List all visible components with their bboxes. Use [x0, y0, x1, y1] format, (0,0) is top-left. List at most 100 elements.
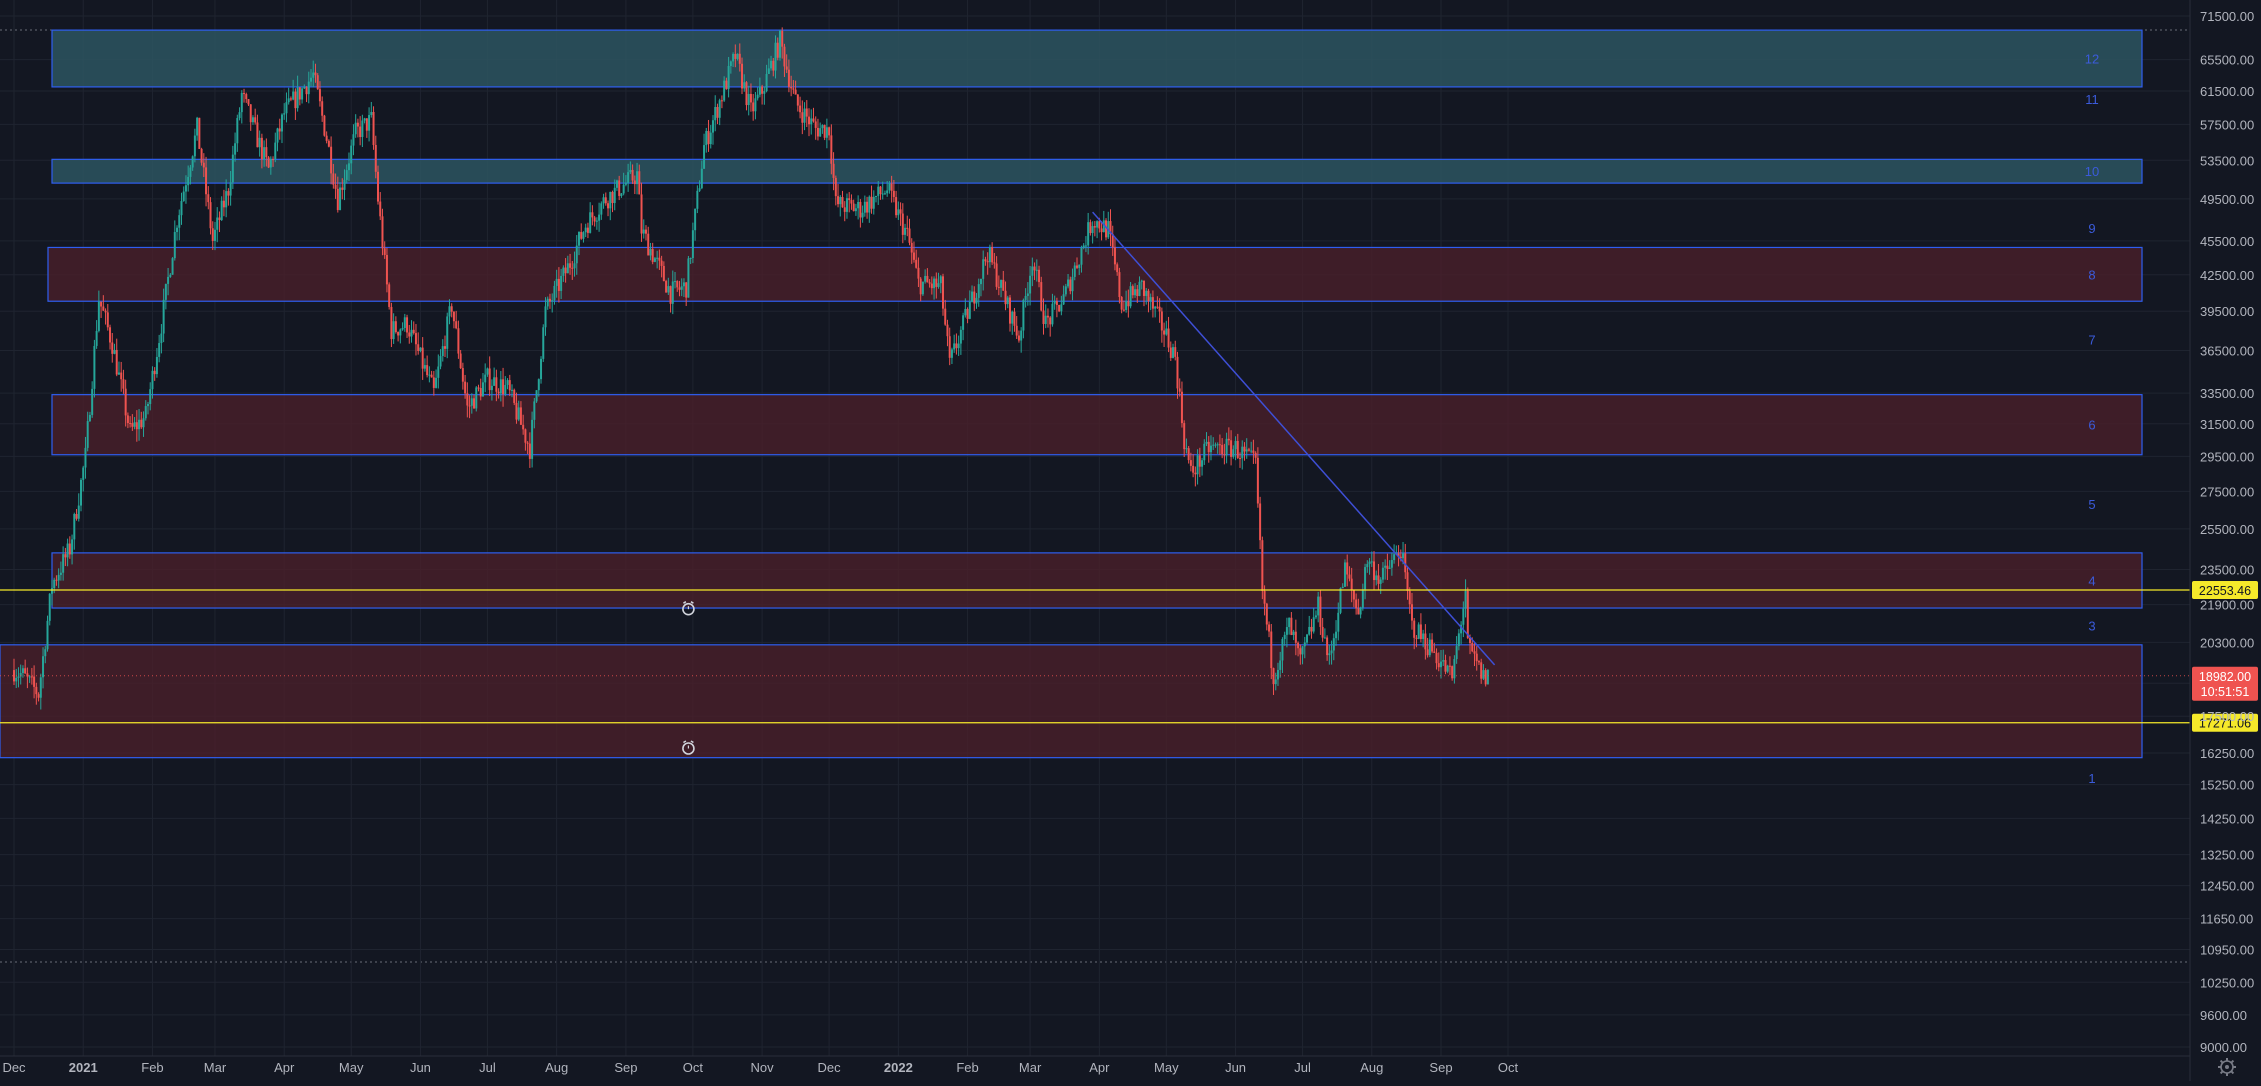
- candle-body: [828, 127, 831, 136]
- candle: [39, 673, 42, 710]
- candle: [658, 249, 661, 270]
- candle-body: [1093, 226, 1096, 228]
- candle-body: [709, 132, 712, 145]
- candle-body: [1435, 652, 1438, 664]
- candle: [167, 267, 170, 296]
- candle-body: [238, 112, 241, 119]
- candle: [904, 223, 907, 241]
- candle-body: [506, 380, 509, 385]
- candle: [1169, 341, 1172, 361]
- candle-body: [1127, 301, 1130, 307]
- candle-body: [1084, 245, 1087, 247]
- candle: [624, 175, 627, 187]
- candle: [316, 73, 319, 90]
- candle: [1455, 636, 1458, 664]
- zone-12-rect[interactable]: [51, 29, 2143, 88]
- alert-price-tag-2[interactable]: 17271.06: [2192, 713, 2258, 732]
- candle-body: [1194, 472, 1197, 475]
- candle-body: [629, 169, 632, 173]
- candle: [1239, 452, 1242, 468]
- price-axis[interactable]: 71500.00 65500.00 61500.00 57500.00 53500.00…: [2189, 0, 2258, 1081]
- candle-body: [1473, 651, 1476, 654]
- zone-8-rect[interactable]: [47, 246, 2143, 302]
- zone-base-rect[interactable]: [0, 644, 2143, 759]
- candle: [1230, 430, 1233, 466]
- time-axis[interactable]: Dec 2021 Feb Mar Apr May Jun Jul Aug Sep Oct Nov Dec…: [0, 1055, 2190, 1075]
- candle-body: [1397, 553, 1400, 557]
- candle: [1435, 648, 1438, 670]
- candle-body: [1399, 556, 1402, 559]
- candle-body: [651, 248, 654, 262]
- candle: [1105, 218, 1108, 241]
- candle-body: [17, 676, 20, 678]
- candle: [1142, 280, 1145, 307]
- candle-body: [589, 212, 592, 233]
- alert-price-tag-1[interactable]: 22553.46: [2192, 580, 2258, 599]
- candle-body: [674, 281, 677, 283]
- candle: [825, 118, 828, 149]
- candle: [1319, 590, 1322, 635]
- candle-body: [267, 157, 270, 168]
- candle-body: [1154, 306, 1157, 309]
- candle: [761, 84, 764, 105]
- alarm-clock-icon[interactable]: [682, 740, 695, 755]
- candle: [401, 322, 404, 331]
- candle-body: [1209, 445, 1212, 453]
- candle: [62, 546, 65, 581]
- candle-body: [343, 179, 346, 190]
- candle: [515, 392, 518, 424]
- candle-body: [461, 368, 464, 382]
- candle-body: [428, 374, 431, 376]
- candle: [1381, 562, 1384, 583]
- candle: [1433, 642, 1436, 654]
- candle-body: [805, 108, 808, 117]
- candle-body: [979, 278, 982, 285]
- candle-body: [698, 188, 701, 191]
- settings-gear-icon[interactable]: [2218, 1058, 2236, 1076]
- level-label-1: 1: [2088, 771, 2095, 786]
- alarm-clock-icon[interactable]: [682, 601, 695, 616]
- candle: [1299, 644, 1302, 665]
- candle-body: [551, 300, 554, 302]
- candle-body: [1328, 653, 1331, 656]
- candle: [977, 278, 980, 307]
- candle-body: [774, 42, 777, 71]
- support-resistance-zones[interactable]: [0, 29, 2143, 759]
- level-label-7: 7: [2088, 333, 2095, 348]
- candle: [627, 163, 630, 192]
- candle-body: [962, 315, 965, 330]
- candle-body: [1111, 234, 1114, 248]
- candle: [734, 44, 737, 68]
- candle-body: [982, 259, 985, 279]
- candle-body: [287, 98, 290, 103]
- candle-body: [1156, 306, 1159, 308]
- zone-6-rect[interactable]: [51, 394, 2143, 456]
- candle: [573, 251, 576, 277]
- candle-body: [1082, 245, 1085, 248]
- candle-body: [854, 208, 857, 212]
- zone-4-rect[interactable]: [51, 552, 2143, 609]
- candle: [866, 196, 869, 219]
- candle: [412, 321, 415, 335]
- candle: [770, 55, 773, 71]
- candle-body: [897, 209, 900, 216]
- zone-10-rect[interactable]: [51, 158, 2143, 184]
- alert-lines[interactable]: 22553.46 17271.06: [0, 580, 2258, 755]
- candle-body: [1178, 388, 1181, 392]
- candle: [1127, 289, 1130, 318]
- candle: [385, 247, 388, 293]
- price-tick-label: 11650.00: [2200, 912, 2253, 927]
- candle: [50, 579, 53, 606]
- candle-body: [1419, 624, 1422, 640]
- candle: [1165, 320, 1168, 336]
- candle-body: [142, 418, 145, 428]
- candle: [497, 388, 500, 399]
- candle-body: [86, 421, 89, 448]
- candle-body: [533, 401, 536, 420]
- candle: [1250, 441, 1253, 454]
- candle: [919, 277, 922, 302]
- candle-body: [866, 201, 869, 213]
